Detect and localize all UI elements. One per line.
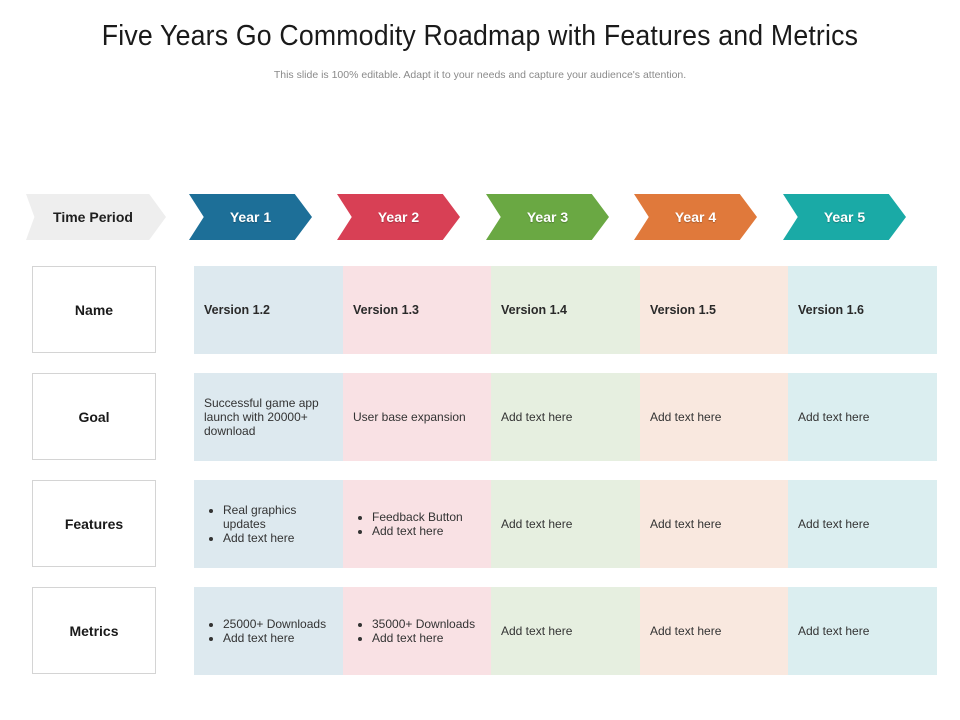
list-item: Add text here bbox=[372, 524, 463, 538]
name-cell-year-1: Version 1.2 bbox=[194, 266, 343, 354]
row-label-features: Features bbox=[32, 480, 156, 567]
time-period-chevron: Time Period bbox=[26, 194, 166, 240]
goal-cell-year-1: Successful game app launch with 20000+ d… bbox=[194, 373, 343, 461]
goal-cell-year-5: Add text here bbox=[788, 373, 937, 461]
year-3-label: Year 3 bbox=[526, 209, 569, 225]
row-label-metrics: Metrics bbox=[32, 587, 156, 674]
features-cell-year-5: Add text here bbox=[788, 480, 937, 568]
list-item: 35000+ Downloads bbox=[372, 617, 475, 631]
year-3-chevron: Year 3 bbox=[486, 194, 609, 240]
features-cell-year-4: Add text here bbox=[640, 480, 789, 568]
list-item: Feedback Button bbox=[372, 510, 463, 524]
metrics-cell-year-1: 25000+ Downloads Add text here bbox=[194, 587, 343, 675]
row-label-name: Name bbox=[32, 266, 156, 353]
year-1-label: Year 1 bbox=[229, 209, 272, 225]
name-cell-year-5: Version 1.6 bbox=[788, 266, 937, 354]
metrics-cell-year-5: Add text here bbox=[788, 587, 937, 675]
list-item: 25000+ Downloads bbox=[223, 617, 326, 631]
name-cell-year-3: Version 1.4 bbox=[491, 266, 640, 354]
list-item: Add text here bbox=[223, 531, 323, 545]
row-label-goal: Goal bbox=[32, 373, 156, 460]
year-2-label: Year 2 bbox=[377, 209, 420, 225]
name-cell-year-4: Version 1.5 bbox=[640, 266, 789, 354]
metrics-list-year-1: 25000+ Downloads Add text here bbox=[204, 617, 326, 645]
name-cell-year-2: Version 1.3 bbox=[343, 266, 492, 354]
features-list-year-1: Real graphics updates Add text here bbox=[204, 503, 323, 545]
year-5-label: Year 5 bbox=[823, 209, 866, 225]
goal-cell-year-2: User base expansion bbox=[343, 373, 492, 461]
list-item: Add text here bbox=[372, 631, 475, 645]
year-5-chevron: Year 5 bbox=[783, 194, 906, 240]
goal-text-year-1: Successful game app launch with 20000+ d… bbox=[204, 396, 319, 438]
list-item: Real graphics updates bbox=[223, 503, 323, 531]
goal-cell-year-3: Add text here bbox=[491, 373, 640, 461]
metrics-cell-year-3: Add text here bbox=[491, 587, 640, 675]
year-4-chevron: Year 4 bbox=[634, 194, 757, 240]
slide-subtitle: This slide is 100% editable. Adapt it to… bbox=[273, 69, 687, 81]
year-4-label: Year 4 bbox=[674, 209, 717, 225]
year-2-chevron: Year 2 bbox=[337, 194, 460, 240]
list-item: Add text here bbox=[223, 631, 326, 645]
metrics-list-year-2: 35000+ Downloads Add text here bbox=[353, 617, 475, 645]
slide-title: Five Years Go Commodity Roadmap with Fea… bbox=[101, 20, 859, 52]
year-1-chevron: Year 1 bbox=[189, 194, 312, 240]
metrics-cell-year-4: Add text here bbox=[640, 587, 789, 675]
metrics-cell-year-2: 35000+ Downloads Add text here bbox=[343, 587, 492, 675]
features-cell-year-2: Feedback Button Add text here bbox=[343, 480, 492, 568]
features-list-year-2: Feedback Button Add text here bbox=[353, 510, 463, 538]
features-cell-year-1: Real graphics updates Add text here bbox=[194, 480, 343, 568]
goal-cell-year-4: Add text here bbox=[640, 373, 789, 461]
time-period-label: Time Period bbox=[53, 209, 133, 225]
features-cell-year-3: Add text here bbox=[491, 480, 640, 568]
